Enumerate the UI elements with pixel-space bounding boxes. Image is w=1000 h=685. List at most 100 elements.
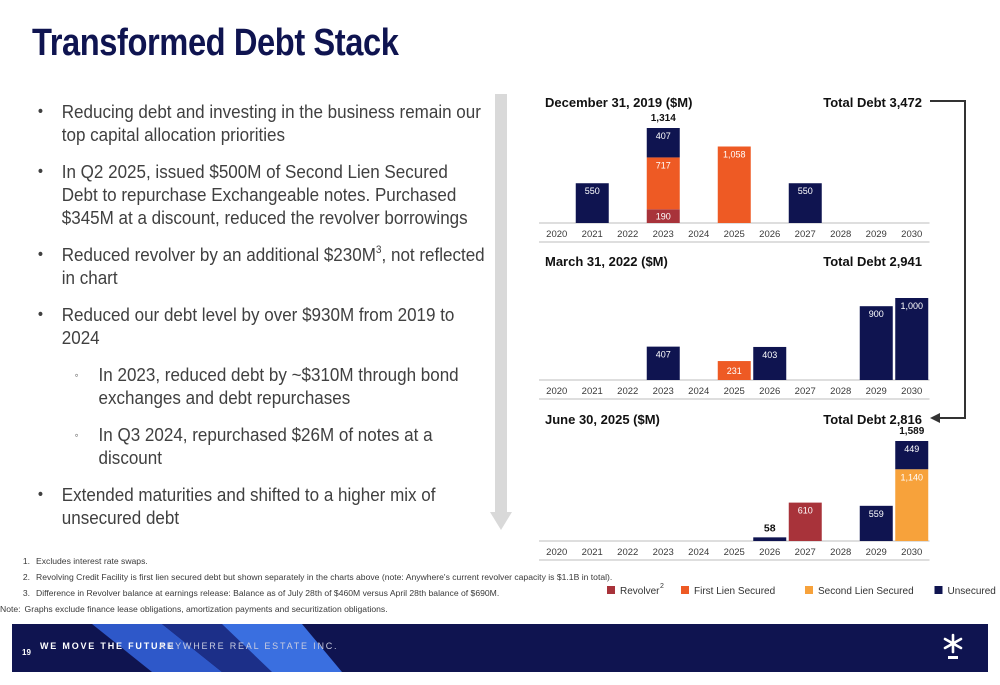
chart-total-label: Total Debt 2,816 xyxy=(823,412,922,427)
data-label: 610 xyxy=(798,506,813,516)
x-tick-label: 2030 xyxy=(901,386,922,397)
legend-footnote-ref: 2 xyxy=(660,583,664,590)
chart-title: March 31, 2022 ($M) xyxy=(545,254,668,269)
x-tick-label: 2024 xyxy=(688,229,709,240)
data-label: 231 xyxy=(727,366,742,376)
company-logo-icon xyxy=(943,633,963,659)
x-tick-label: 2028 xyxy=(830,229,851,240)
bar-segment xyxy=(646,157,680,210)
footnote-number: Note: xyxy=(0,604,21,614)
x-tick-label: 2023 xyxy=(653,386,674,397)
x-tick-label: 2029 xyxy=(866,229,887,240)
data-label: 559 xyxy=(869,509,884,519)
bullet-item: ◦ In Q3 2024, repurchased $26M of notes a… xyxy=(36,423,487,469)
bar-total-label: 1,314 xyxy=(651,113,676,124)
footnote: 2. Revolving Credit Facility is first lie… xyxy=(14,569,634,585)
x-tick-label: 2029 xyxy=(866,386,887,397)
footnote-number: 3. xyxy=(22,588,30,598)
footnote: 1. Excludes interest rate swaps. xyxy=(14,553,634,569)
data-label: 58 xyxy=(764,522,776,534)
x-tick-label: 2025 xyxy=(724,547,745,558)
bullet-marker: • xyxy=(37,306,44,323)
bullet-text-after: , not reflected in chart xyxy=(61,244,485,288)
x-tick-label: 2024 xyxy=(688,547,709,558)
data-label: 403 xyxy=(762,350,777,360)
footnote: 3. Difference in Revolver balance at earn… xyxy=(14,585,634,601)
bullet-text: Reduced revolver by an additional $230M xyxy=(61,244,376,265)
bar-segment xyxy=(717,361,751,380)
footnote-text: Difference in Revolver balance at earnin… xyxy=(36,588,500,598)
bullet-item: • Extended maturities and shifted to a hi… xyxy=(36,483,487,529)
footnote-number: 2. xyxy=(22,572,30,582)
x-tick-label: 2020 xyxy=(546,229,567,240)
footnote: Note: Graphs exclude finance lease obliga… xyxy=(0,601,634,617)
legend-label: Second Lien Secured xyxy=(818,586,914,597)
data-label: 1,000 xyxy=(900,301,923,311)
x-tick-label: 2026 xyxy=(759,386,780,397)
bullet-item: • Reduced revolver by an additional $230M… xyxy=(36,243,487,289)
data-label: 900 xyxy=(869,309,884,319)
footnote-text: Excludes interest rate swaps. xyxy=(36,556,148,566)
bar-segment xyxy=(895,469,929,541)
down-arrow-icon xyxy=(490,94,512,530)
chart-title: June 30, 2025 ($M) xyxy=(545,412,660,427)
x-tick-label: 2030 xyxy=(901,547,922,558)
page-title: Transformed Debt Stack xyxy=(32,22,399,64)
x-tick-label: 2024 xyxy=(688,386,709,397)
legend-label: Unsecured xyxy=(948,586,996,597)
bar-segment xyxy=(895,298,929,380)
bullet-text: Reducing debt and investing in the busin… xyxy=(61,101,481,145)
bullet-text: In 2023, reduced debt by ~$310M through … xyxy=(98,364,459,408)
bar-segment xyxy=(788,183,822,223)
chart-total-label: Total Debt 3,472 xyxy=(823,95,922,110)
bullet-item: • Reduced our debt level by over $930M fr… xyxy=(36,303,487,349)
data-label: 407 xyxy=(656,131,671,141)
data-label: 407 xyxy=(656,350,671,360)
x-tick-label: 2021 xyxy=(582,386,603,397)
bar-total-label: 1,589 xyxy=(899,426,924,437)
chart-title: December 31, 2019 ($M) xyxy=(545,95,692,110)
data-label: 1,140 xyxy=(900,472,923,482)
bar-segment xyxy=(859,306,893,380)
bar-segment xyxy=(646,346,680,380)
bullet-footnote-ref: 3 xyxy=(375,244,382,256)
x-tick-label: 2028 xyxy=(830,547,851,558)
x-tick-label: 2025 xyxy=(724,229,745,240)
x-tick-label: 2030 xyxy=(901,229,922,240)
x-tick-label: 2028 xyxy=(830,386,851,397)
footnote-text: Revolving Credit Facility is first lien … xyxy=(36,572,613,582)
bullet-item: • In Q2 2025, issued $500M of Second Lien… xyxy=(36,160,487,229)
bullet-marker: ◦ xyxy=(74,428,79,442)
data-label: 550 xyxy=(585,186,600,196)
bullet-marker: • xyxy=(37,246,44,263)
bar-segment xyxy=(717,146,751,223)
data-label: 449 xyxy=(904,444,919,454)
footer-company: ANYWHERE REAL ESTATE INC. xyxy=(159,641,339,651)
bar-segment xyxy=(575,183,609,223)
bullet-text: Reduced our debt level by over $930M fro… xyxy=(61,304,455,348)
bar-segment xyxy=(753,537,787,541)
bullet-marker: • xyxy=(37,486,44,503)
x-tick-label: 2023 xyxy=(653,547,674,558)
x-tick-label: 2022 xyxy=(617,386,638,397)
footnotes: 1. Excludes interest rate swaps. 2. Revolvi… xyxy=(0,553,634,617)
bracket-arrow-icon xyxy=(930,100,966,419)
bullet-marker: • xyxy=(37,103,44,120)
bullet-marker: ◦ xyxy=(74,368,79,382)
bar-segment xyxy=(646,128,680,158)
footnote-text: Graphs exclude finance lease obligations… xyxy=(24,604,388,614)
data-label: 717 xyxy=(656,160,671,170)
bracket-arrowhead-icon xyxy=(930,413,940,423)
x-tick-label: 2020 xyxy=(546,386,567,397)
legend-label: First Lien Secured xyxy=(694,586,775,597)
x-tick-label: 2027 xyxy=(795,547,816,558)
x-tick-label: 2022 xyxy=(617,229,638,240)
bar-segment xyxy=(646,209,680,223)
x-tick-label: 2025 xyxy=(724,386,745,397)
bar-segment xyxy=(895,441,929,470)
bullet-item: • Reducing debt and investing in the busi… xyxy=(36,100,487,146)
bar-segment xyxy=(753,346,787,380)
footer-tagline: WE MOVE THE FUTURE xyxy=(40,641,176,651)
x-tick-label: 2027 xyxy=(795,229,816,240)
legend-swatch xyxy=(805,586,813,594)
